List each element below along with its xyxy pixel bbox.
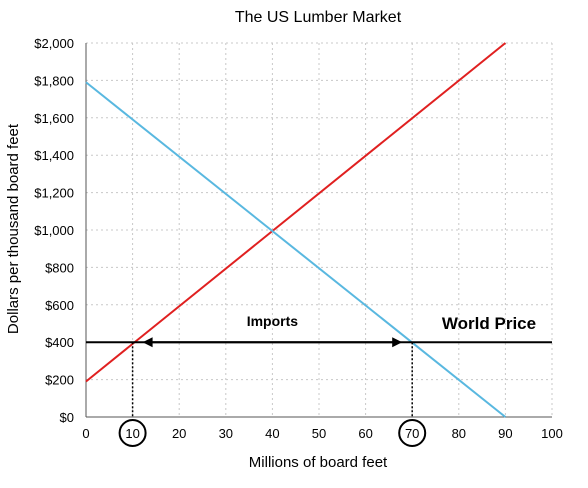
y-tick-label: $1,000 xyxy=(34,223,74,238)
y-tick-label: $400 xyxy=(45,335,74,350)
y-tick-label: $1,800 xyxy=(34,73,74,88)
tick-highlight-circle xyxy=(398,419,427,447)
y-axis-label: Dollars per thousand board feet xyxy=(5,123,22,334)
x-tick-label: 40 xyxy=(265,426,279,441)
series-lines xyxy=(85,42,507,418)
y-tick-label: $1,200 xyxy=(34,186,74,201)
tick-labels: $0 $200 $400 $600 $800 $1,000 $1,200 $1,400 $1,6… xyxy=(34,36,563,441)
y-tick-label: $200 xyxy=(45,373,74,388)
x-tick-label: 0 xyxy=(82,426,89,441)
x-tick-label: 10 xyxy=(125,426,139,441)
y-tick-label: $0 xyxy=(60,410,74,425)
chart-title: The US Lumber Market xyxy=(235,9,402,26)
x-tick-label: 90 xyxy=(498,426,512,441)
tick-highlight-circle xyxy=(118,419,147,447)
x-axis-label: Millions of board feet xyxy=(249,454,388,471)
x-tick-label: 70 xyxy=(405,426,419,441)
y-tick-label: $2,000 xyxy=(34,36,74,51)
x-tick-label: 80 xyxy=(452,426,466,441)
series-line-1 xyxy=(85,81,507,418)
imports-arrow-right-head xyxy=(392,337,403,348)
x-tick-label: 20 xyxy=(172,426,186,441)
world-price-label: World Price xyxy=(442,314,536,333)
axes xyxy=(85,43,552,418)
x-tick-label: 100 xyxy=(541,426,563,441)
series-line-0 xyxy=(85,42,507,383)
imports-arrow-left-head xyxy=(142,337,153,348)
x-tick-label: 30 xyxy=(219,426,233,441)
y-tick-label: $1,400 xyxy=(34,148,74,163)
y-tick-label: $800 xyxy=(45,260,74,275)
y-tick-label: $1,600 xyxy=(34,111,74,126)
y-tick-label: $600 xyxy=(45,298,74,313)
imports-label: Imports xyxy=(247,313,299,329)
grid xyxy=(86,42,553,417)
annotations: World Price Imports xyxy=(86,313,552,447)
x-tick-label: 50 xyxy=(312,426,326,441)
x-tick-label: 60 xyxy=(358,426,372,441)
